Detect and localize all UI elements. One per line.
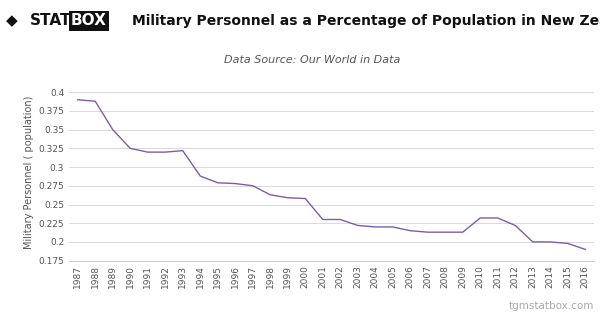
Text: BOX: BOX <box>71 14 107 28</box>
Text: tgmstatbox.com: tgmstatbox.com <box>509 301 594 311</box>
Text: Data Source: Our World in Data: Data Source: Our World in Data <box>224 55 400 65</box>
Y-axis label: Military Personnel ( population): Military Personnel ( population) <box>24 96 34 249</box>
Text: STAT: STAT <box>30 14 71 28</box>
Text: Military Personnel as a Percentage of Population in New Zealand, 1987–2016: Military Personnel as a Percentage of Po… <box>132 14 600 28</box>
Text: ◆: ◆ <box>6 14 18 28</box>
